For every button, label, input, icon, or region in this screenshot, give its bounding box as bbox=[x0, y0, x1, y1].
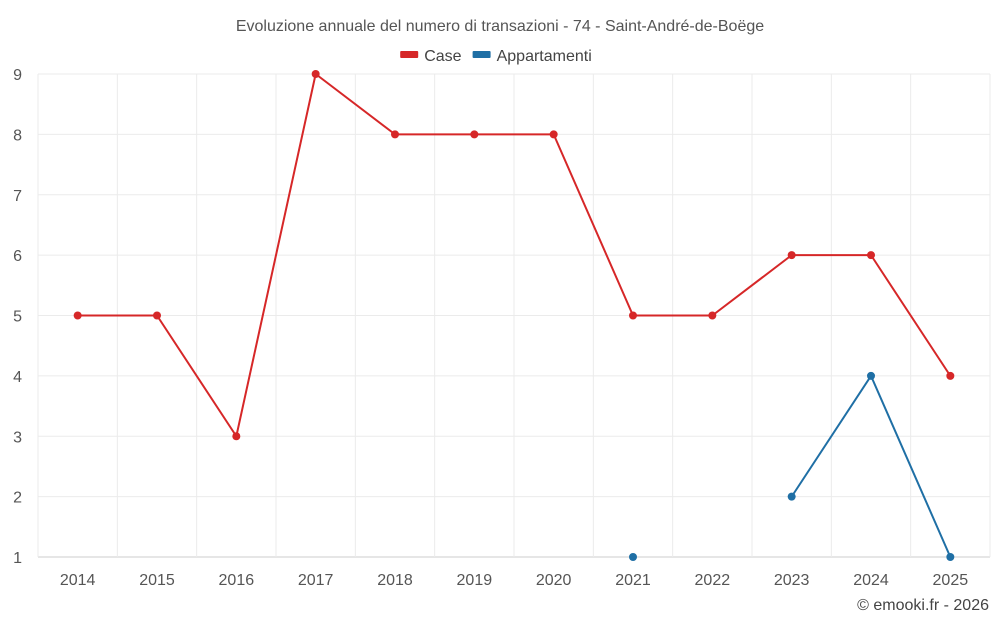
x-tick-label: 2016 bbox=[219, 572, 255, 589]
legend: Case Appartamenti bbox=[400, 48, 592, 65]
y-tick-label: 1 bbox=[13, 550, 22, 567]
data-point[interactable] bbox=[311, 70, 320, 78]
y-tick-label: 6 bbox=[13, 248, 22, 265]
data-point[interactable] bbox=[787, 251, 796, 260]
y-tick-label: 8 bbox=[13, 127, 22, 144]
credit-text: © emooki.fr - 2026 bbox=[857, 597, 989, 614]
x-tick-label: 2023 bbox=[774, 572, 810, 589]
legend-label: Appartamenti bbox=[497, 48, 592, 65]
y-tick-label: 4 bbox=[13, 369, 22, 386]
x-tick-label: 2022 bbox=[695, 572, 731, 589]
legend-item-case[interactable]: Case bbox=[400, 48, 462, 65]
data-point[interactable] bbox=[867, 371, 875, 380]
series-line bbox=[77, 73, 952, 438]
y-axis-ticks: 1 2 3 4 5 6 7 8 9 bbox=[13, 67, 22, 567]
data-point[interactable] bbox=[629, 311, 637, 320]
x-tick-label: 2020 bbox=[536, 572, 572, 589]
x-tick-label: 2025 bbox=[933, 572, 969, 589]
x-tick-label: 2018 bbox=[377, 572, 413, 589]
legend-swatch bbox=[400, 51, 419, 58]
x-tick-label: 2017 bbox=[298, 572, 334, 589]
chart-title: Evoluzione annuale del numero di transaz… bbox=[236, 18, 764, 35]
series-layer bbox=[73, 70, 955, 561]
data-point[interactable] bbox=[391, 130, 399, 139]
x-tick-label: 2015 bbox=[139, 572, 175, 589]
x-tick-label: 2024 bbox=[853, 572, 889, 589]
data-point[interactable] bbox=[946, 371, 955, 380]
x-tick-label: 2014 bbox=[60, 572, 96, 589]
data-point[interactable] bbox=[787, 492, 796, 501]
x-tick-label: 2019 bbox=[457, 572, 493, 589]
y-tick-label: 5 bbox=[13, 309, 22, 326]
data-point[interactable] bbox=[867, 251, 875, 260]
x-axis-ticks: 2014 2015 2016 2017 2018 2019 2020 2021 2022 2023… bbox=[60, 572, 968, 589]
y-tick-label: 2 bbox=[13, 490, 22, 507]
legend-label: Case bbox=[424, 48, 461, 65]
series-case bbox=[73, 70, 955, 441]
legend-swatch bbox=[472, 51, 491, 58]
y-tick-label: 9 bbox=[13, 67, 22, 84]
data-point[interactable] bbox=[549, 130, 558, 139]
y-tick-label: 7 bbox=[13, 188, 22, 205]
data-point[interactable] bbox=[946, 553, 955, 561]
series-appartamenti bbox=[629, 371, 955, 561]
data-point[interactable] bbox=[153, 311, 161, 320]
series-line bbox=[790, 374, 952, 558]
x-tick-label: 2021 bbox=[615, 572, 651, 589]
legend-item-appartamenti[interactable]: Appartamenti bbox=[472, 48, 592, 65]
data-point[interactable] bbox=[73, 311, 82, 320]
data-point[interactable] bbox=[629, 553, 637, 561]
data-point[interactable] bbox=[232, 432, 241, 441]
y-tick-label: 3 bbox=[13, 429, 22, 446]
data-point[interactable] bbox=[470, 130, 479, 139]
data-point[interactable] bbox=[708, 311, 717, 320]
